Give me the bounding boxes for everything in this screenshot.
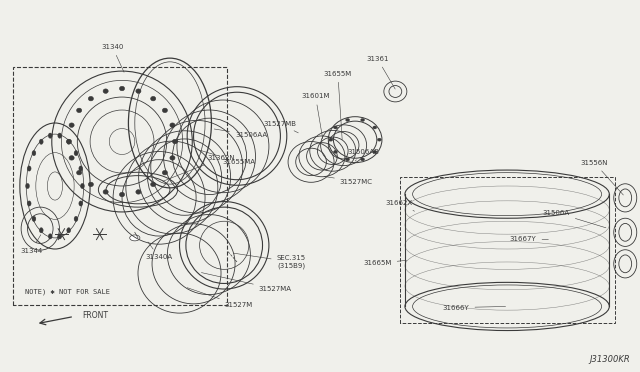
Text: 31506AA: 31506AA	[214, 129, 267, 138]
Text: 31506A: 31506A	[543, 210, 606, 228]
Ellipse shape	[103, 190, 108, 194]
Ellipse shape	[346, 158, 349, 161]
Ellipse shape	[373, 126, 377, 129]
Ellipse shape	[77, 108, 82, 113]
Text: 31665M: 31665M	[364, 260, 406, 266]
Ellipse shape	[28, 166, 31, 171]
Ellipse shape	[88, 182, 93, 187]
Ellipse shape	[48, 234, 52, 239]
Ellipse shape	[79, 201, 83, 206]
Text: 31527MC: 31527MC	[324, 176, 373, 185]
Text: 31506AB: 31506AB	[348, 149, 380, 161]
Ellipse shape	[69, 123, 74, 127]
Ellipse shape	[67, 139, 72, 144]
Ellipse shape	[26, 183, 29, 189]
Ellipse shape	[361, 158, 365, 161]
Ellipse shape	[163, 108, 168, 113]
Text: 31527M: 31527M	[188, 288, 253, 308]
Ellipse shape	[103, 89, 108, 93]
Text: FRONT: FRONT	[83, 311, 108, 320]
Ellipse shape	[150, 182, 156, 187]
Ellipse shape	[74, 216, 78, 221]
Ellipse shape	[88, 96, 93, 101]
Ellipse shape	[67, 228, 70, 233]
Ellipse shape	[333, 150, 337, 153]
Text: NOTE) ✱ NOT FOR SALE: NOTE) ✱ NOT FOR SALE	[25, 288, 110, 295]
Ellipse shape	[136, 190, 141, 194]
Ellipse shape	[39, 228, 43, 233]
Text: 31655MA: 31655MA	[198, 150, 255, 165]
Ellipse shape	[67, 139, 70, 144]
Text: SEC.315
(315B9): SEC.315 (315B9)	[234, 253, 306, 269]
Text: J31300KR: J31300KR	[589, 355, 630, 364]
Text: 31527MB: 31527MB	[263, 121, 298, 133]
Ellipse shape	[170, 155, 175, 160]
Ellipse shape	[77, 170, 82, 175]
Ellipse shape	[48, 133, 52, 138]
Text: 31361: 31361	[366, 56, 396, 89]
Ellipse shape	[28, 201, 31, 206]
Ellipse shape	[81, 183, 84, 189]
Ellipse shape	[170, 123, 175, 127]
Ellipse shape	[32, 216, 36, 221]
Ellipse shape	[329, 138, 333, 141]
Ellipse shape	[361, 118, 365, 121]
Text: 31666Y: 31666Y	[443, 305, 506, 311]
Ellipse shape	[74, 151, 78, 156]
Ellipse shape	[173, 139, 177, 144]
Text: 31340A: 31340A	[145, 242, 173, 260]
Text: 31527MA: 31527MA	[202, 273, 292, 292]
Ellipse shape	[150, 96, 156, 101]
Ellipse shape	[69, 155, 74, 160]
Ellipse shape	[58, 234, 61, 239]
Ellipse shape	[346, 118, 349, 121]
Text: 31340: 31340	[101, 44, 124, 72]
Text: 31601M: 31601M	[301, 93, 330, 139]
Ellipse shape	[120, 86, 125, 91]
Ellipse shape	[120, 192, 125, 197]
Ellipse shape	[79, 166, 83, 171]
Ellipse shape	[333, 126, 337, 129]
Ellipse shape	[373, 150, 377, 153]
Ellipse shape	[163, 170, 168, 175]
Ellipse shape	[136, 89, 141, 93]
Ellipse shape	[32, 151, 36, 156]
Text: 31655M: 31655M	[324, 71, 352, 140]
Ellipse shape	[58, 133, 61, 138]
Ellipse shape	[39, 139, 43, 144]
Ellipse shape	[130, 235, 140, 241]
Text: 31362N: 31362N	[163, 155, 235, 181]
Ellipse shape	[378, 138, 381, 141]
Text: 31556N: 31556N	[581, 160, 623, 195]
Text: 31667Y: 31667Y	[509, 235, 548, 242]
Text: 31344: 31344	[20, 235, 42, 254]
Text: 31662X: 31662X	[385, 201, 415, 211]
